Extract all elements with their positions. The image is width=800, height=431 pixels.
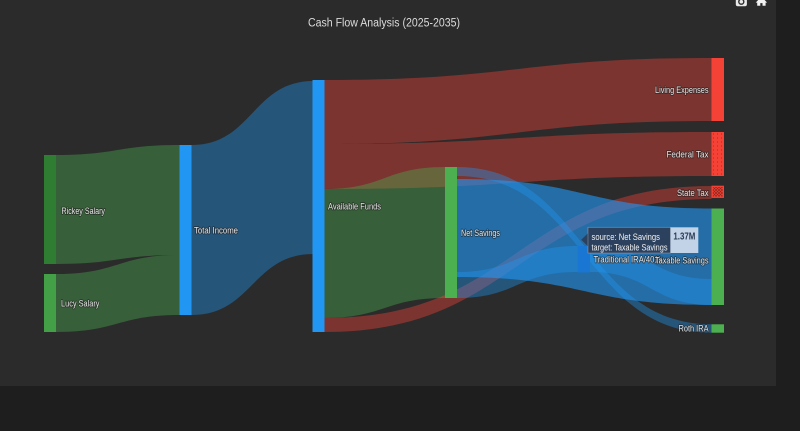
svg-text:Federal Tax: Federal Tax <box>667 149 709 160</box>
svg-text:Rickey Salary: Rickey Salary <box>62 206 106 217</box>
svg-text:Net Savings: Net Savings <box>461 228 500 239</box>
svg-text:Taxable Savings: Taxable Savings <box>655 256 709 267</box>
svg-text:Available Funds: Available Funds <box>328 201 381 212</box>
svg-text:target: Taxable Savings: target: Taxable Savings <box>592 242 668 253</box>
svg-text:source: Net Savings: source: Net Savings <box>592 232 661 243</box>
svg-text:Traditional IRA/401k: Traditional IRA/401k <box>594 254 663 265</box>
svg-text:Cash Flow Analysis (2025-2035): Cash Flow Analysis (2025-2035) <box>308 18 460 30</box>
svg-text:1.37M: 1.37M <box>673 232 695 243</box>
svg-text:Roth IRA: Roth IRA <box>679 324 710 335</box>
svg-text:State Tax: State Tax <box>677 188 709 199</box>
svg-text:Lucy Salary: Lucy Salary <box>61 298 100 309</box>
svg-text:Living Expenses: Living Expenses <box>655 85 709 96</box>
svg-text:Total Income: Total Income <box>194 225 238 236</box>
